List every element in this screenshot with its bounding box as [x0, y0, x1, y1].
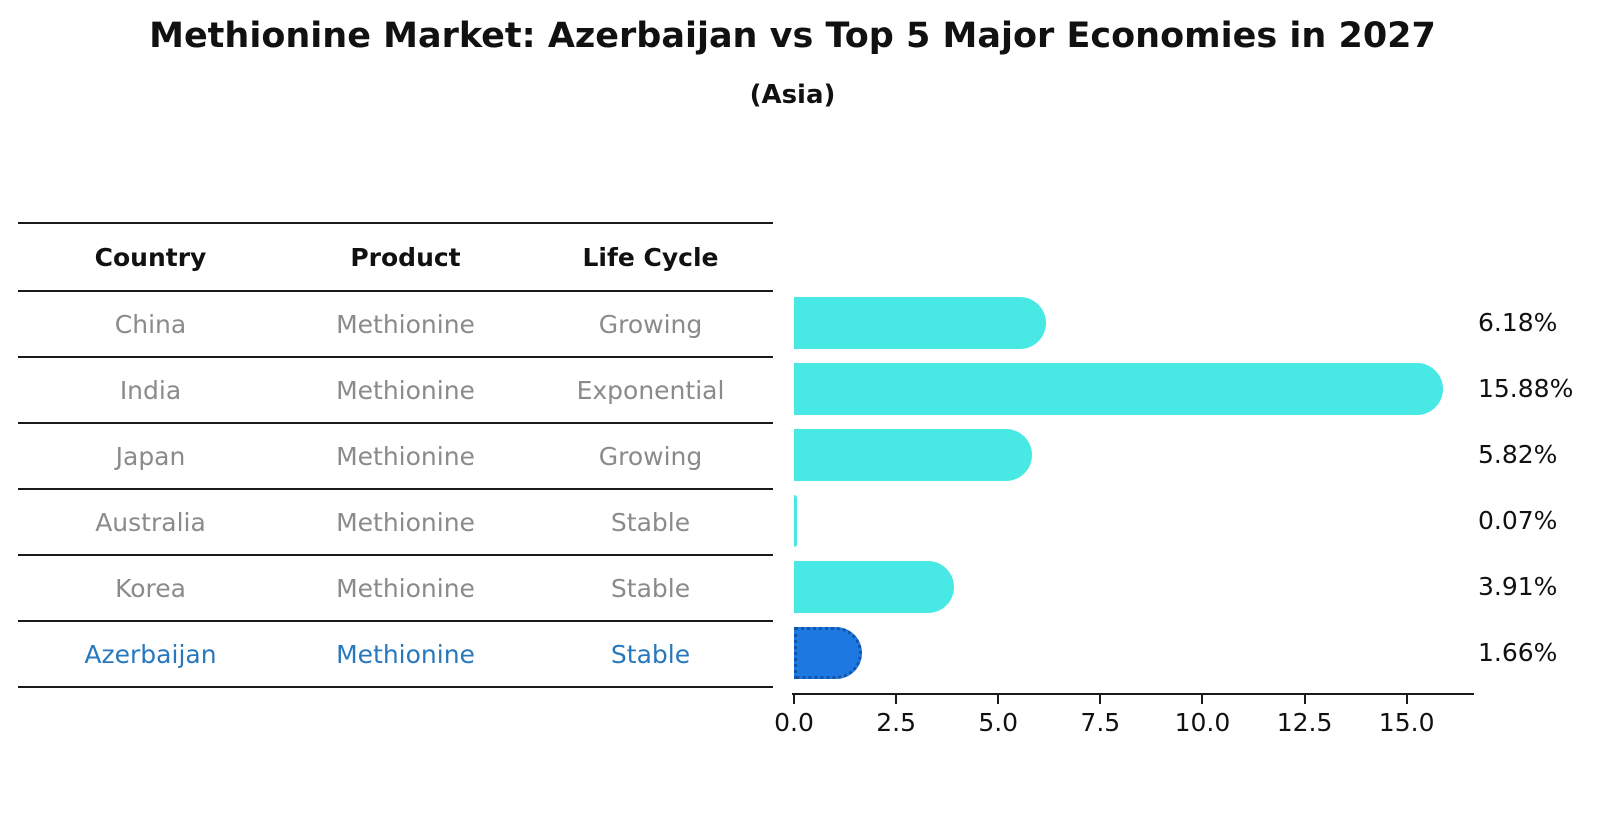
product-cell: Methionine: [336, 441, 475, 471]
country-cell: Japan: [115, 441, 186, 471]
x-axis-tick-mark: [1303, 695, 1306, 704]
bar-plot: 0.0 2.5 5.0 7.5 10.0 12.5 15.0: [774, 0, 1474, 823]
product-cell: Methionine: [336, 573, 475, 603]
x-axis-tick-mark: [997, 695, 1000, 704]
x-axis-tick-mark: [1201, 695, 1204, 704]
x-axis-tick-mark: [1099, 695, 1102, 704]
life-cycle-cell: Stable: [610, 507, 691, 537]
x-axis-tick-label: 0.0: [774, 708, 814, 737]
value-label-azerbaijan: 1.66%: [1478, 638, 1558, 667]
life-cycle-cell: Growing: [598, 309, 703, 339]
table-row-australia: Australia Methionine Stable: [18, 490, 773, 556]
x-axis-tick-mark: [793, 695, 795, 704]
bar-australia: [794, 495, 797, 547]
x-axis-tick-label: 7.5: [1080, 708, 1121, 737]
x-axis-tick-label: 15.0: [1378, 708, 1435, 737]
x-axis-tick-mark: [895, 695, 898, 704]
bar-china: [794, 297, 1047, 349]
chart-title: Methionine Market: Azerbaijan vs Top 5 M…: [149, 16, 1436, 56]
chart-subtitle: (Asia): [749, 80, 836, 110]
country-cell: Korea: [115, 573, 186, 603]
product-cell: Methionine: [336, 639, 475, 669]
column-header-country: Country: [94, 242, 207, 272]
x-axis-tick-label: 5.0: [978, 708, 1019, 737]
table-row-azerbaijan: Azerbaijan Methionine Stable: [18, 622, 773, 688]
value-label-india: 15.88%: [1478, 374, 1574, 403]
value-label-korea: 3.91%: [1478, 572, 1558, 601]
life-cycle-cell: Stable: [610, 573, 691, 603]
column-header-product: Product: [350, 242, 461, 272]
country-cell: China: [114, 309, 187, 339]
country-cell: Australia: [95, 507, 206, 537]
product-cell: Methionine: [336, 309, 475, 339]
column-header-life-cycle: Life Cycle: [582, 242, 719, 272]
country-table: Country Product Life Cycle China Methion…: [18, 222, 773, 688]
product-cell: Methionine: [336, 375, 475, 405]
x-axis-tick-label: 10.0: [1174, 708, 1231, 737]
table-row-japan: Japan Methionine Growing: [18, 424, 773, 490]
bar-korea: [794, 561, 954, 613]
x-axis-tick-mark: [1405, 695, 1408, 704]
bar-azerbaijan: [794, 627, 862, 679]
country-cell: India: [119, 375, 182, 405]
x-axis-tick-label: 12.5: [1276, 708, 1333, 737]
product-cell: Methionine: [336, 507, 475, 537]
table-row-china: China Methionine Growing: [18, 292, 773, 358]
table-row-korea: Korea Methionine Stable: [18, 556, 773, 622]
value-label-australia: 0.07%: [1478, 506, 1558, 535]
x-axis-line: [792, 693, 1474, 695]
bar-japan: [794, 429, 1032, 481]
value-label-japan: 5.82%: [1478, 440, 1558, 469]
x-axis-tick-label: 2.5: [876, 708, 916, 737]
life-cycle-cell: Exponential: [576, 375, 725, 405]
table-row-india: India Methionine Exponential: [18, 358, 773, 424]
life-cycle-cell: Stable: [610, 639, 691, 669]
value-label-china: 6.18%: [1478, 308, 1558, 337]
country-cell: Azerbaijan: [84, 639, 217, 669]
bar-india: [794, 363, 1443, 415]
table-header-row: Country Product Life Cycle: [18, 224, 773, 292]
life-cycle-cell: Growing: [598, 441, 703, 471]
